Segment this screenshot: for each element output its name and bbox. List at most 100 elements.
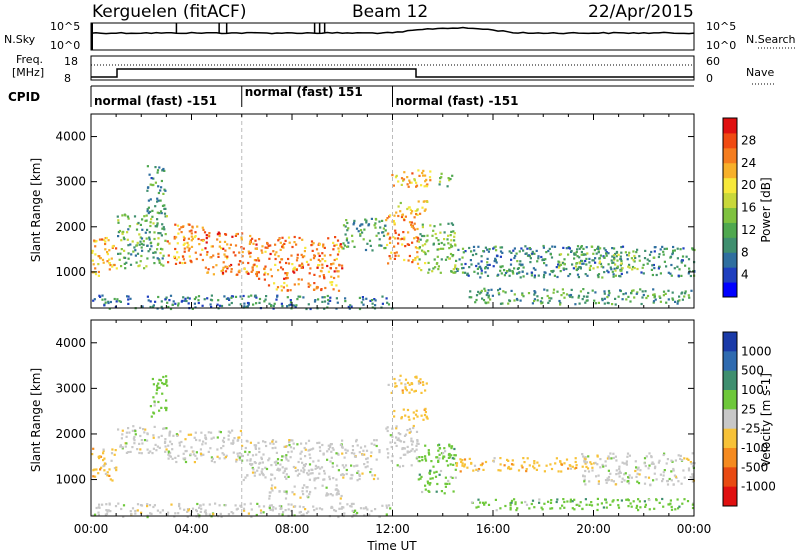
heatmap-cell xyxy=(539,300,542,303)
heatmap-cell xyxy=(673,474,676,477)
heatmap-cell xyxy=(666,479,669,483)
heatmap-cell xyxy=(238,260,242,263)
heatmap-cell xyxy=(307,263,310,266)
heatmap-cell xyxy=(477,469,480,472)
heatmap-cell xyxy=(227,430,230,433)
heatmap-cell xyxy=(468,457,471,460)
heatmap-cell xyxy=(329,460,332,463)
heatmap-cell xyxy=(257,466,260,469)
heatmap-cell xyxy=(408,391,411,394)
heatmap-cell xyxy=(533,274,536,277)
heatmap-cell xyxy=(247,261,250,265)
heatmap-cell xyxy=(307,285,310,288)
heatmap-cell xyxy=(156,211,159,214)
heatmap-cell xyxy=(337,250,341,253)
heatmap-cell xyxy=(377,232,380,235)
heatmap-cell xyxy=(470,250,473,253)
heatmap-cell xyxy=(565,267,568,271)
heatmap-cell xyxy=(202,440,205,443)
heatmap-cell xyxy=(94,273,98,276)
heatmap-cell xyxy=(237,455,240,458)
heatmap-cell xyxy=(282,471,285,474)
heatmap-cell xyxy=(356,479,359,482)
heatmap-cell xyxy=(408,383,411,386)
heatmap-cell xyxy=(689,461,692,464)
heatmap-cell xyxy=(305,260,309,263)
heatmap-cell xyxy=(410,223,413,226)
heatmap-cell xyxy=(127,217,130,220)
heatmap-cell xyxy=(219,431,222,434)
heatmap-cell xyxy=(648,253,652,256)
heatmap-cell xyxy=(295,259,299,262)
heatmap-cell xyxy=(407,185,410,188)
heatmap-cell xyxy=(507,465,510,469)
heatmap-cell xyxy=(424,253,427,256)
heatmap-cell xyxy=(107,509,110,512)
heatmap-cell xyxy=(678,299,681,302)
heatmap-cell xyxy=(120,248,123,251)
heatmap-cell xyxy=(569,498,572,501)
heatmap-cell xyxy=(652,479,655,482)
heatmap-cell xyxy=(512,272,515,275)
heatmap-cell xyxy=(581,507,584,511)
heatmap-cell xyxy=(616,265,619,268)
heatmap-cell xyxy=(463,463,466,466)
heatmap-cell xyxy=(440,241,443,245)
heatmap-cell xyxy=(610,457,613,460)
heatmap-cell xyxy=(97,472,100,475)
heatmap-cell xyxy=(354,455,357,458)
heatmap-cell xyxy=(344,233,347,236)
heatmap-cell xyxy=(422,174,425,177)
heatmap-cell xyxy=(672,483,675,486)
colorbar-tick-label: -500 xyxy=(741,460,768,474)
heatmap-cell xyxy=(121,446,124,449)
heatmap-cell xyxy=(366,508,369,511)
heatmap-cell xyxy=(602,266,605,269)
heatmap-cell xyxy=(618,467,621,471)
heatmap-cell xyxy=(612,480,615,483)
heatmap-cell xyxy=(301,262,304,265)
heatmap-cell xyxy=(511,270,514,273)
heatmap-cell xyxy=(218,234,221,237)
heatmap-cell xyxy=(223,436,226,440)
heatmap-cell xyxy=(341,452,344,455)
heatmap-cell xyxy=(195,508,198,512)
heatmap-cell xyxy=(152,177,155,180)
heatmap-cell xyxy=(372,477,376,481)
heatmap-cell xyxy=(290,254,293,257)
heatmap-cell xyxy=(392,236,395,239)
heatmap-cell xyxy=(352,502,355,505)
heatmap-cell xyxy=(528,464,531,467)
heatmap-cell xyxy=(122,515,125,518)
heatmap-cell xyxy=(644,503,647,506)
heatmap-cell xyxy=(615,459,618,462)
heatmap-cell xyxy=(605,252,608,255)
heatmap-cell xyxy=(571,465,574,468)
heatmap-cell xyxy=(129,243,132,246)
heatmap-cell xyxy=(264,246,267,249)
heatmap-cell xyxy=(454,454,457,457)
heatmap-cell xyxy=(525,468,528,471)
heatmap-cell xyxy=(410,212,413,215)
heatmap-cell xyxy=(199,253,202,256)
heatmap-cell xyxy=(104,240,107,243)
heatmap-cell xyxy=(431,234,434,237)
heatmap-cell xyxy=(170,503,173,506)
heatmap-cell xyxy=(317,476,320,480)
heatmap-cell xyxy=(239,295,242,298)
heatmap-cell xyxy=(621,267,624,270)
heatmap-cell xyxy=(391,174,394,177)
heatmap-cell xyxy=(481,297,484,300)
heatmap-cell xyxy=(374,226,377,229)
heatmap-cell xyxy=(477,468,480,471)
heatmap-cell xyxy=(108,262,111,265)
heatmap-cell xyxy=(168,454,171,457)
heatmap-cell xyxy=(414,389,417,392)
heatmap-cell xyxy=(264,298,267,301)
heatmap-cell xyxy=(427,271,430,274)
heatmap-cell xyxy=(276,295,279,298)
heatmap-cell xyxy=(671,298,675,301)
velocity-ylabel: Slant Range [km] xyxy=(29,368,43,472)
heatmap-cell xyxy=(140,504,144,507)
heatmap-cell xyxy=(504,504,507,508)
